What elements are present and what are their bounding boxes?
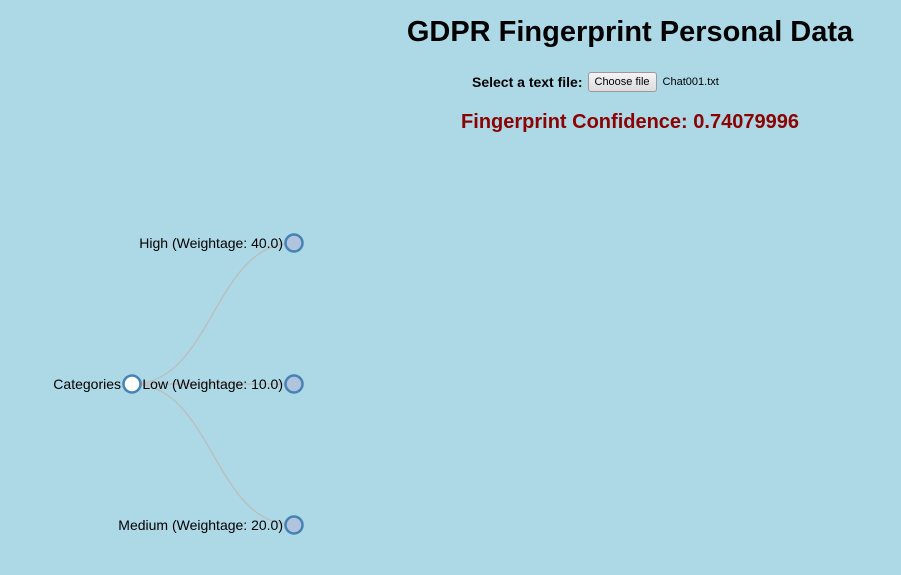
tree-link bbox=[131, 242, 295, 385]
confidence-label: Fingerprint Confidence: bbox=[461, 111, 688, 133]
file-select-row: Select a text file: Choose file Chat001.… bbox=[472, 71, 719, 93]
tree-node-low-label: Low (Weightage: 10.0) bbox=[142, 376, 283, 392]
tree-node-medium-circle[interactable] bbox=[284, 515, 304, 535]
tree-link bbox=[131, 383, 295, 526]
selected-file-name: Chat001.txt bbox=[662, 76, 719, 88]
tree-node-high[interactable]: High (Weightage: 40.0) bbox=[139, 233, 304, 253]
tree-nodes: High (Weightage: 40.0) Low (Weightage: 10… bbox=[53, 233, 304, 535]
tree-node-low[interactable]: Low (Weightage: 10.0) bbox=[142, 374, 304, 394]
confidence-value: 0.74079996 bbox=[693, 111, 799, 133]
tree-node-medium-label: Medium (Weightage: 20.0) bbox=[118, 517, 283, 533]
file-select-label: Select a text file: bbox=[472, 74, 583, 90]
tree-node-root[interactable]: Categories bbox=[53, 374, 142, 394]
page-title: GDPR Fingerprint Personal Data bbox=[406, 16, 854, 48]
tree-node-high-label: High (Weightage: 40.0) bbox=[139, 235, 283, 251]
tree-node-low-circle[interactable] bbox=[284, 374, 304, 394]
tree-node-root-circle[interactable] bbox=[122, 374, 142, 394]
tree-node-medium[interactable]: Medium (Weightage: 20.0) bbox=[118, 515, 304, 535]
tree-node-root-label: Categories bbox=[53, 376, 121, 392]
tree-links bbox=[131, 242, 295, 526]
choose-file-button[interactable]: Choose file bbox=[587, 72, 657, 92]
tree-node-high-circle[interactable] bbox=[284, 233, 304, 253]
fingerprint-confidence: Fingerprint Confidence: 0.74079996 bbox=[380, 111, 880, 134]
